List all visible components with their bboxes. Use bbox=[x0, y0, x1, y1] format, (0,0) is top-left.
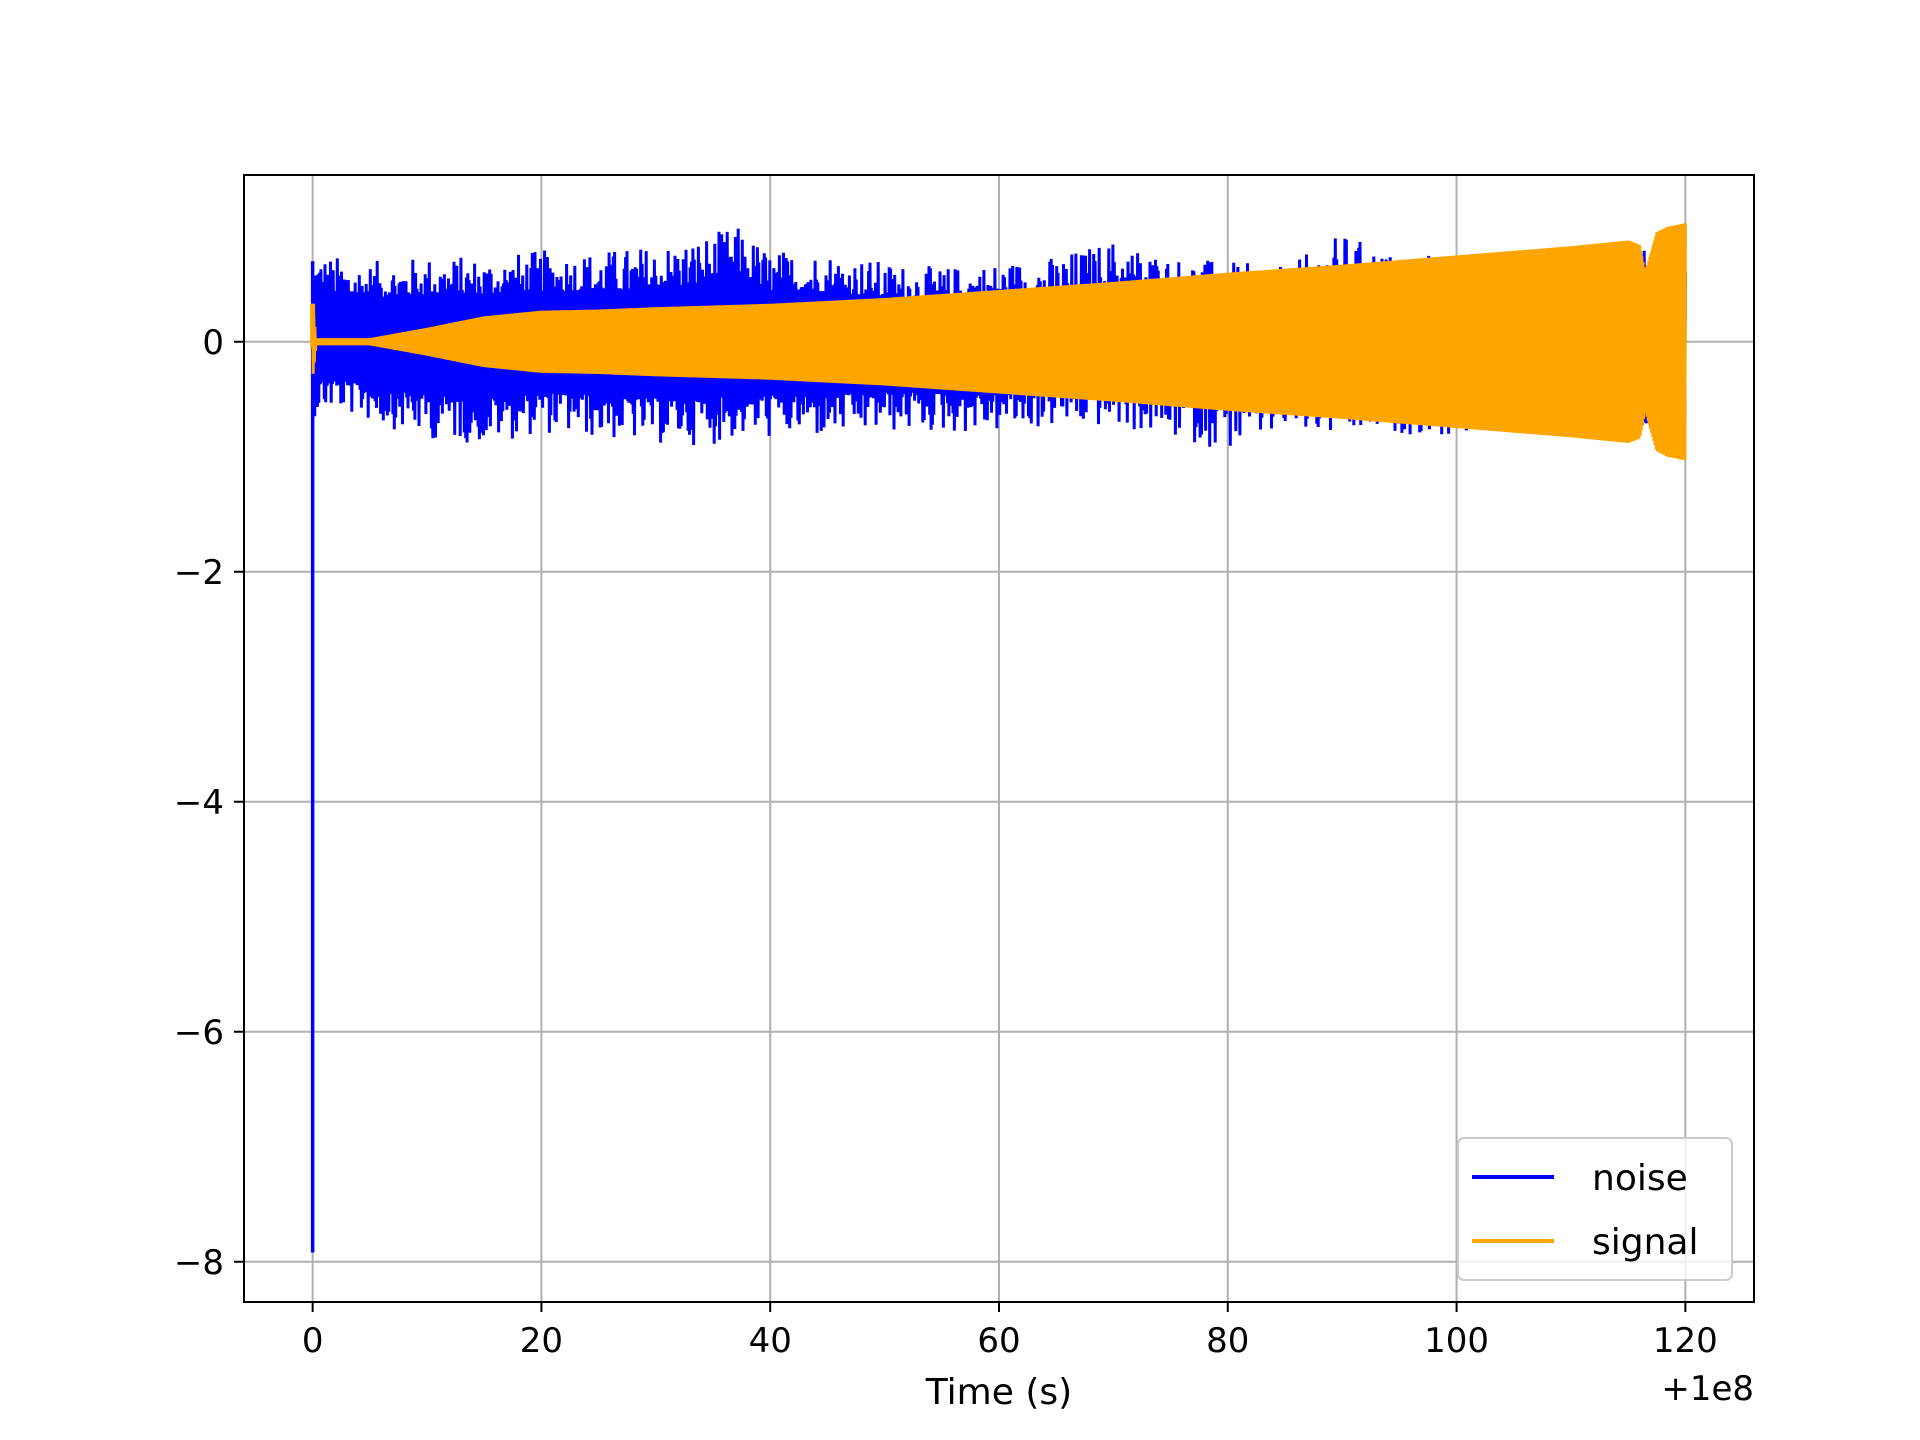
y-tick-label: −8 bbox=[174, 1243, 224, 1283]
y-tick-label: −6 bbox=[174, 1013, 224, 1053]
series-signal-line bbox=[311, 223, 1687, 461]
x-axis-label: Time (s) bbox=[925, 1372, 1072, 1413]
y-tick-label: −4 bbox=[174, 783, 224, 823]
legend-box bbox=[1457, 1137, 1733, 1281]
x-tick-label: 100 bbox=[1424, 1321, 1489, 1361]
legend: noise signal bbox=[1457, 1137, 1733, 1281]
x-tick-label: 80 bbox=[1206, 1321, 1249, 1361]
x-tick-label: 120 bbox=[1653, 1321, 1718, 1361]
x-tick-label: 0 bbox=[302, 1321, 324, 1361]
legend-label-signal: signal bbox=[1592, 1222, 1699, 1263]
x-tick-label: 60 bbox=[977, 1321, 1020, 1361]
y-tick-label: −2 bbox=[174, 553, 224, 593]
x-axis-offset-label: +1e8 bbox=[1661, 1369, 1754, 1409]
plot-area bbox=[310, 223, 1687, 1253]
x-tick-label: 20 bbox=[520, 1321, 563, 1361]
ticks: 0 20 40 60 80 100 120 0 −2 −4 −6 −8 bbox=[174, 323, 1718, 1361]
legend-label-noise: noise bbox=[1592, 1158, 1688, 1199]
x-tick-label: 40 bbox=[749, 1321, 792, 1361]
y-tick-label: 0 bbox=[202, 323, 224, 363]
